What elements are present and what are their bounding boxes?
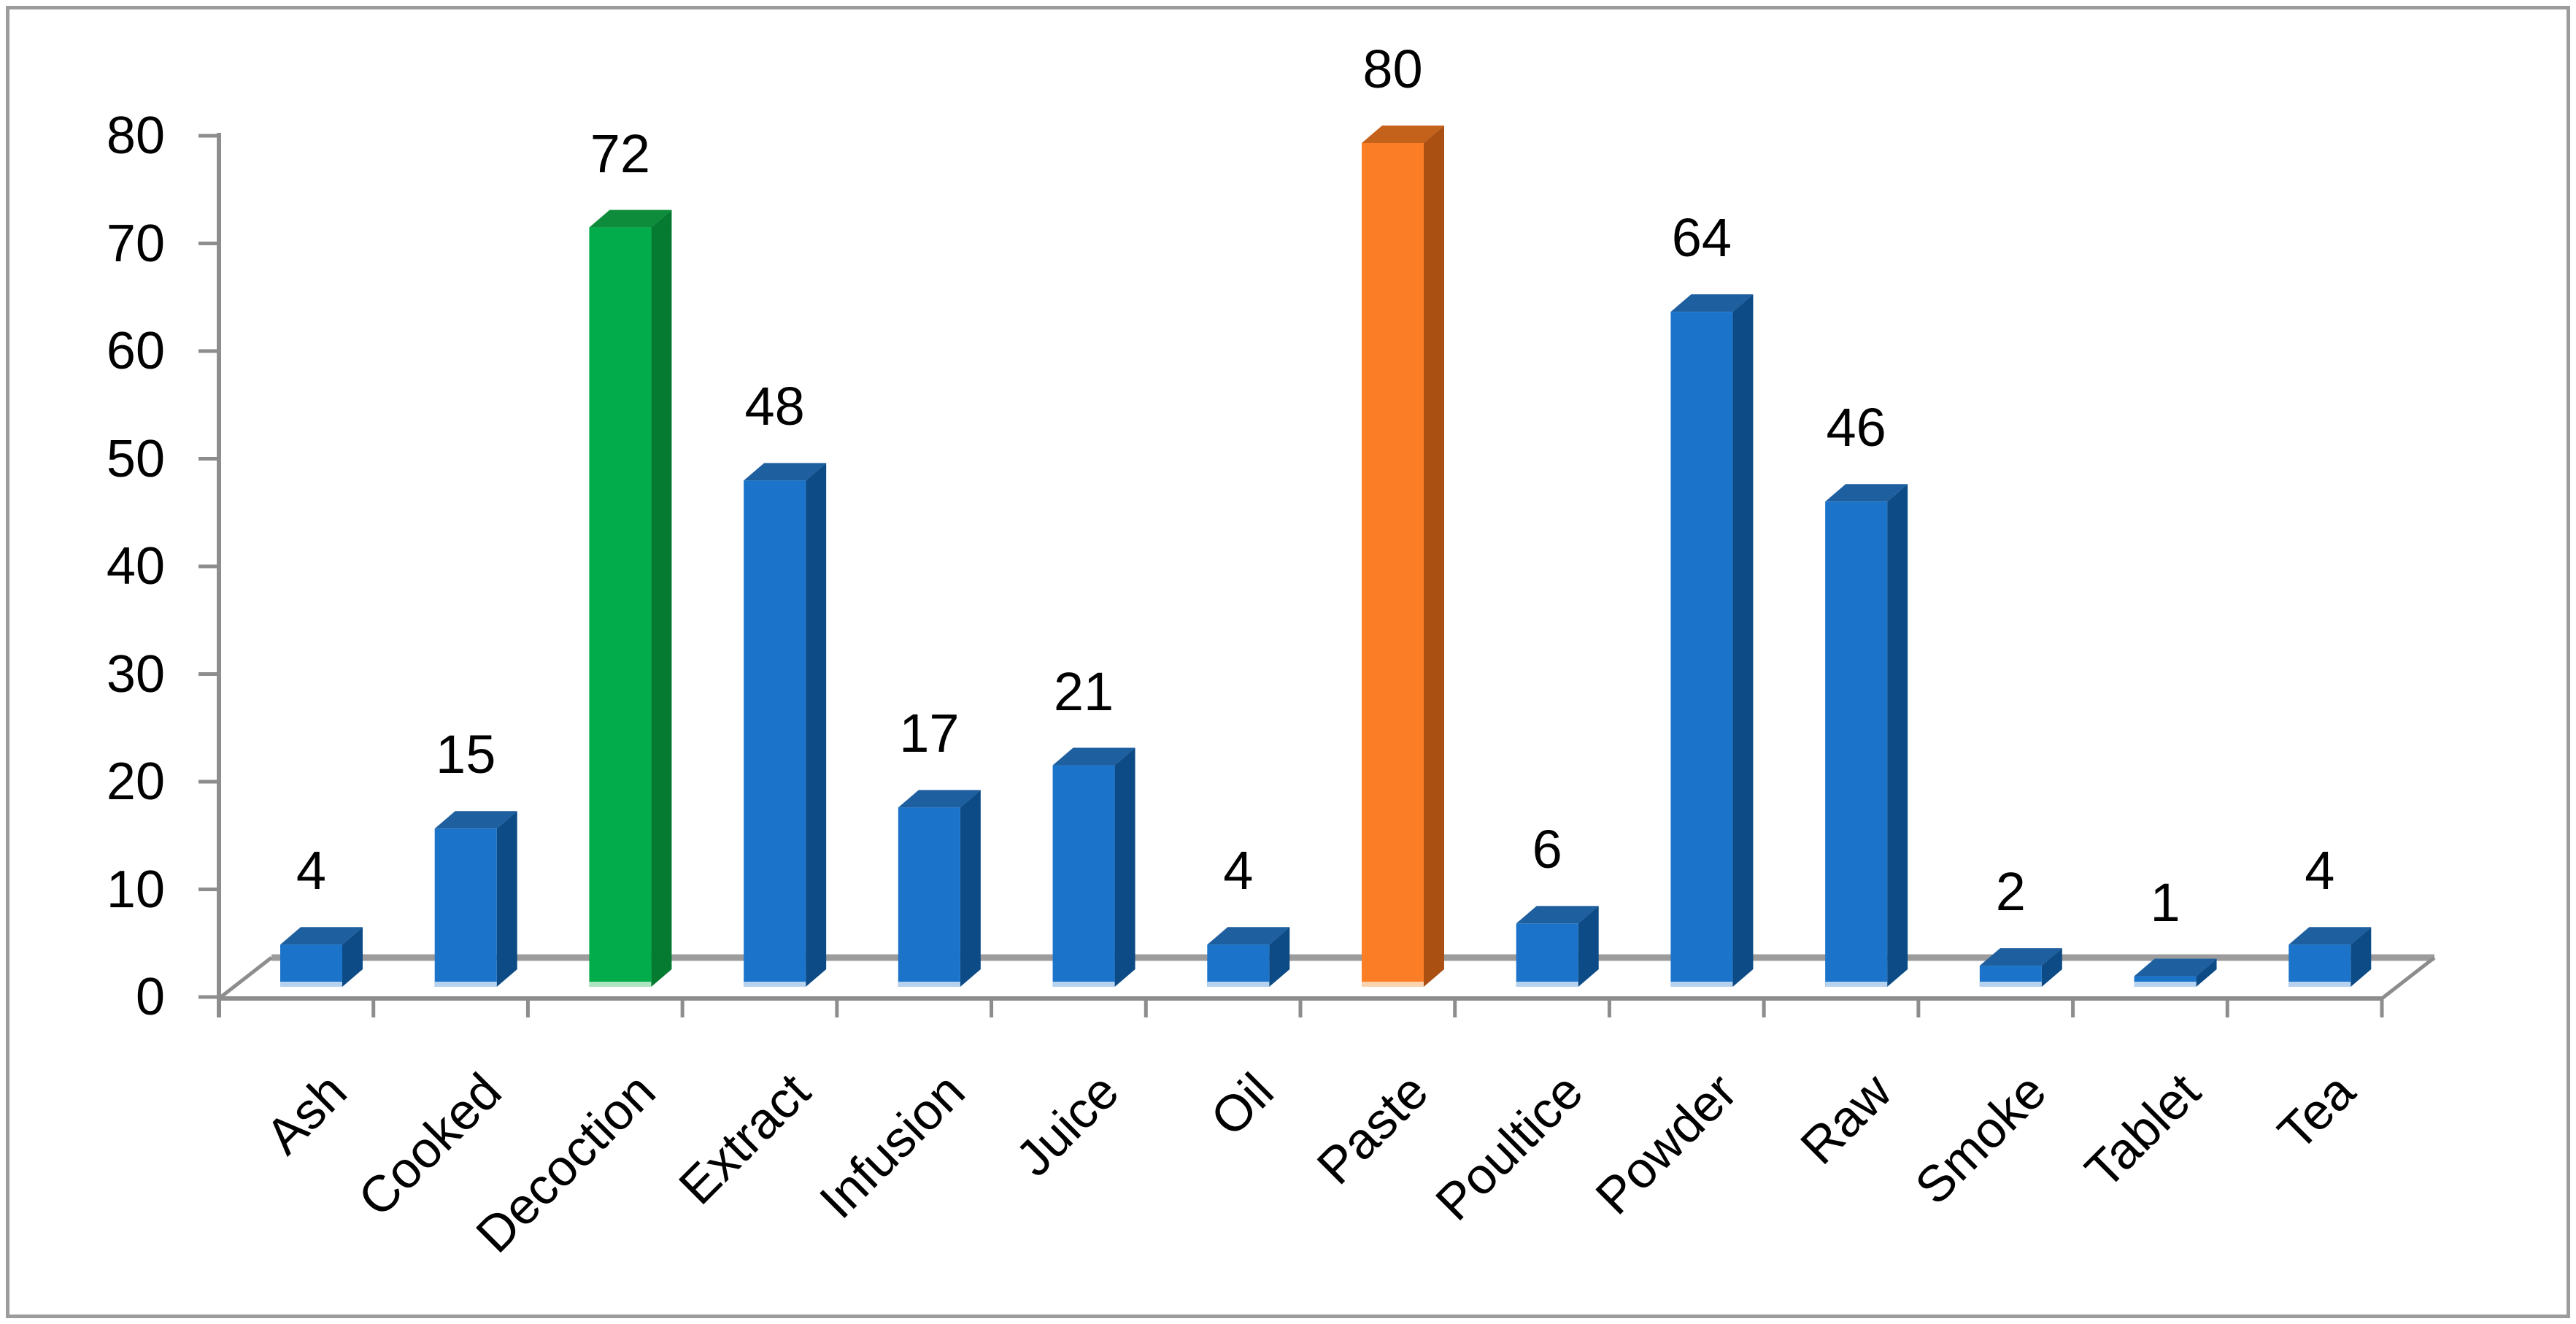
bar-juice: [1052, 747, 1135, 987]
bar-extract: [744, 463, 827, 987]
bar-value-label: 48: [744, 376, 805, 437]
bar-ash: [280, 927, 363, 987]
bar-value-label: 80: [1362, 39, 1423, 99]
bar-paste-top-face: [1362, 126, 1444, 143]
bar-oil-base-strip: [1207, 982, 1270, 987]
bar-ash-top-face: [280, 927, 363, 945]
bar-tea-side-face: [2351, 927, 2372, 987]
bar-powder-base-strip: [1670, 982, 1733, 987]
bar-ash-front-face: [280, 944, 342, 987]
bar-cooked-base-strip: [434, 982, 497, 987]
bar-value-label: 2: [1995, 861, 2026, 923]
bar-juice-base-strip: [1052, 982, 1115, 987]
bar-value-label: 64: [1671, 207, 1732, 269]
y-axis-tick-label: 30: [106, 644, 165, 704]
y-axis-tick-label: 0: [135, 968, 165, 1026]
bar-juice-front-face: [1052, 765, 1115, 987]
bar-tea-front-face: [2288, 944, 2351, 987]
bar-infusion-top-face: [898, 790, 981, 808]
bar-infusion-front-face: [898, 807, 960, 987]
bar-oil-top-face: [1207, 927, 1290, 945]
bar-tea-base-strip: [2288, 982, 2351, 987]
bar-raw: [1825, 484, 1908, 987]
bar-extract-side-face: [806, 463, 827, 987]
y-axis-tick-label: 60: [106, 322, 165, 380]
bar-infusion-side-face: [960, 790, 981, 987]
bar-decoction-side-face: [651, 209, 672, 988]
floor-right-edge: [2380, 956, 2436, 1000]
bar-raw-front-face: [1825, 501, 1888, 987]
bar-value-label: 72: [590, 123, 651, 184]
y-axis-tick-label: 10: [106, 860, 165, 919]
bar-paste-front-face: [1362, 143, 1424, 987]
bar-decoction: [589, 209, 672, 988]
bar-powder-front-face: [1670, 312, 1733, 987]
bar-raw-top-face: [1825, 484, 1908, 502]
bar-extract-front-face: [744, 480, 806, 987]
y-axis-tick-label: 80: [106, 107, 165, 165]
bar-raw-base-strip: [1825, 982, 1888, 987]
bar-poultice: [1516, 906, 1599, 987]
bar-tea-top-face: [2288, 927, 2372, 945]
bar-tablet-base-strip: [2134, 982, 2197, 987]
bar-poultice-front-face: [1516, 923, 1578, 987]
y-axis-tick-label: 40: [106, 537, 165, 596]
bar-value-label: 46: [1826, 397, 1886, 458]
bar-powder: [1670, 294, 1754, 987]
bar-powder-side-face: [1732, 294, 1754, 987]
bar-poultice-side-face: [1578, 906, 1599, 987]
bar-smoke-base-strip: [1979, 982, 2042, 987]
bar-paste-base-strip: [1362, 982, 1424, 987]
bar-smoke-side-face: [2041, 948, 2062, 987]
bar-ash-side-face: [342, 927, 363, 987]
bar-poultice-top-face: [1516, 906, 1599, 924]
bar-oil: [1207, 927, 1290, 987]
bar-decoction-top-face: [589, 209, 672, 228]
bar-value-label: 17: [899, 703, 960, 764]
bar-poultice-base-strip: [1516, 982, 1578, 987]
bar-paste-side-face: [1424, 126, 1444, 987]
bar-paste: [1362, 126, 1444, 987]
bar-value-label: 6: [1532, 819, 1562, 880]
bar-raw-side-face: [1887, 484, 1908, 987]
y-axis-tick-label: 50: [106, 429, 165, 488]
bar-smoke: [1979, 948, 2062, 987]
bar-ash-base-strip: [280, 982, 342, 987]
y-axis-tick-label: 20: [106, 753, 165, 811]
bar-tablet-top-face: [2134, 958, 2217, 977]
bar-oil-front-face: [1207, 944, 1270, 987]
bar-decoction-front-face: [589, 227, 652, 988]
bar-extract-base-strip: [744, 982, 806, 987]
bar-cooked: [434, 811, 517, 987]
floor-left-edge: [217, 956, 273, 1000]
bar-juice-top-face: [1052, 747, 1135, 766]
bar-cooked-front-face: [434, 828, 497, 987]
bar-value-label: 15: [436, 724, 496, 785]
bar-smoke-top-face: [1979, 948, 2062, 966]
bar-infusion-base-strip: [898, 982, 960, 987]
y-axis-tick-label: 70: [106, 214, 165, 273]
bar-juice-side-face: [1114, 747, 1135, 987]
bar-cooked-side-face: [496, 811, 517, 987]
bar-cooked-top-face: [434, 811, 517, 829]
bar-tablet-side-face: [2196, 958, 2217, 987]
bar-oil-side-face: [1269, 927, 1290, 987]
bar-value-label: 1: [2150, 871, 2180, 933]
bar-infusion: [898, 790, 981, 987]
bar-value-label: 21: [1053, 661, 1114, 722]
bar-decoction-base-strip: [589, 982, 652, 987]
bar-value-label: 4: [2305, 840, 2335, 901]
bar-tablet: [2134, 958, 2217, 987]
bar-powder-top-face: [1670, 294, 1754, 312]
bar-extract-top-face: [744, 463, 827, 481]
bar-value-label: 4: [296, 840, 327, 901]
bar-value-label: 4: [1223, 840, 1254, 901]
bar-tea: [2288, 927, 2372, 987]
